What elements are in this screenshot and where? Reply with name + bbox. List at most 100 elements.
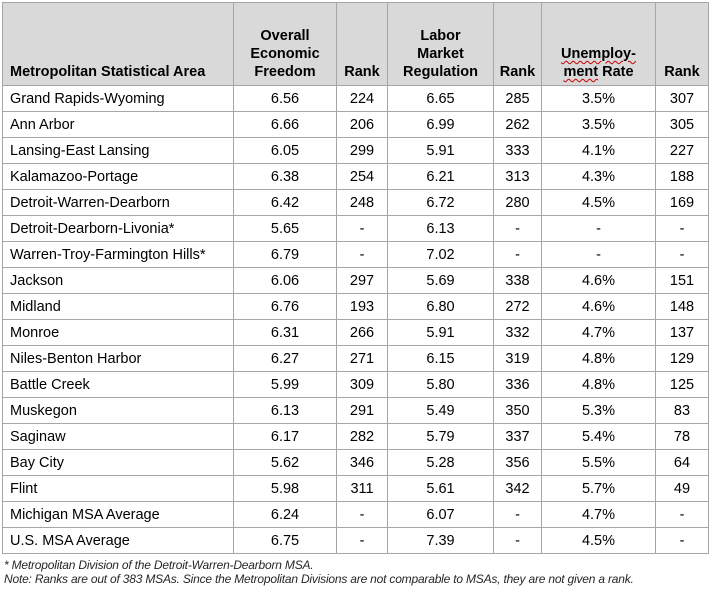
overall-economic-freedom-cell: 6.24 [233,501,337,528]
msa-name-cell: Michigan MSA Average [2,501,234,528]
table-row: Ann Arbor 6.66 206 6.99 262 3.5% 305 [2,111,709,138]
unemployment-rank-cell: 151 [655,267,709,294]
oef-rank-cell: 297 [336,267,388,294]
oef-rank-cell: 254 [336,163,388,190]
unemployment-rate-cell: 5.3% [541,397,656,424]
lmr-rank-cell: 342 [493,475,542,502]
msa-name-cell: U.S. MSA Average [2,527,234,554]
unemployment-rank-cell: 305 [655,111,709,138]
lmr-rank-cell: 285 [493,85,542,112]
header-row: Metropolitan Statistical Area Overall Ec… [2,2,709,86]
lmr-rank-cell: 332 [493,319,542,346]
overall-economic-freedom-cell: 6.56 [233,85,337,112]
lmr-rank-cell: - [493,241,542,268]
lmr-rank-cell: 262 [493,111,542,138]
labor-market-regulation-cell: 7.02 [387,241,494,268]
labor-market-regulation-cell: 6.21 [387,163,494,190]
table-row: Midland 6.76 193 6.80 272 4.6% 148 [2,293,709,320]
unemployment-rank-cell: 188 [655,163,709,190]
msa-name-cell: Jackson [2,267,234,294]
table-row: Detroit-Warren-Dearborn 6.42 248 6.72 280 4.5… [2,189,709,216]
labor-market-regulation-cell: 5.28 [387,449,494,476]
unemployment-rank-cell: 129 [655,345,709,372]
oef-rank-cell: 311 [336,475,388,502]
overall-economic-freedom-cell: 6.38 [233,163,337,190]
overall-economic-freedom-cell: 6.75 [233,527,337,554]
msa-name-cell: Kalamazoo-Portage [2,163,234,190]
msa-name-cell: Warren-Troy-Farmington Hills* [2,241,234,268]
oef-rank-cell: 224 [336,85,388,112]
labor-market-regulation-cell: 6.07 [387,501,494,528]
labor-market-regulation-cell: 5.91 [387,319,494,346]
lmr-rank-cell: 313 [493,163,542,190]
table-row: Monroe 6.31 266 5.91 332 4.7% 137 [2,319,709,346]
overall-economic-freedom-cell: 6.17 [233,423,337,450]
lmr-rank-cell: - [493,501,542,528]
oef-rank-cell: 193 [336,293,388,320]
table-row: Warren-Troy-Farmington Hills* 6.79-7.02- -… [2,241,709,268]
table-body: Grand Rapids-Wyoming 6.56 224 6.65 285 3.5% 30… [2,85,709,554]
oef-rank-cell: 291 [336,397,388,424]
labor-market-regulation-cell: 5.69 [387,267,494,294]
oef-rank-cell: 266 [336,319,388,346]
overall-economic-freedom-cell: 5.98 [233,475,337,502]
overall-economic-freedom-cell: 5.65 [233,215,337,242]
lmr-rank-cell: 337 [493,423,542,450]
lmr-rank-cell: 333 [493,137,542,164]
msa-name-cell: Battle Creek [2,371,234,398]
unemployment-rank-cell: 83 [655,397,709,424]
msa-name-cell: Grand Rapids-Wyoming [2,85,234,112]
footnote-asterisk: * Metropolitan Division of the Detroit-W… [4,558,314,572]
table-row: Flint 5.98 311 5.61 342 5.7% 49 [2,475,709,502]
table-row: Michigan MSA Average 6.24-6.07-4.7% - [2,501,709,528]
unemployment-rate-cell: 4.5% [541,527,656,554]
msa-name-cell: Lansing-East Lansing [2,137,234,164]
unemployment-rank-cell: - [655,215,709,242]
lmr-rank-cell: 350 [493,397,542,424]
table-row: Jackson 6.06 297 5.69 338 4.6% 151 [2,267,709,294]
oef-rank-cell: 309 [336,371,388,398]
footnote-rank-note: Note: Ranks are out of 383 MSAs. Since t… [4,572,634,587]
unemployment-rate-cell: 5.5% [541,449,656,476]
unemployment-rank-cell: 78 [655,423,709,450]
unemployment-rate-cell: 4.8% [541,345,656,372]
msa-name-cell: Midland [2,293,234,320]
table-header: Metropolitan Statistical Area Overall Ec… [2,2,709,86]
unemployment-rank-cell: 137 [655,319,709,346]
unemployment-rate-cell: 4.7% [541,501,656,528]
labor-market-regulation-cell: 5.91 [387,137,494,164]
unemployment-rate-cell: 3.5% [541,85,656,112]
oef-rank-cell: - [336,501,388,528]
header-labor-market-regulation: Labor Market Regulation [387,2,494,86]
msa-name-cell: Bay City [2,449,234,476]
labor-market-regulation-cell: 5.79 [387,423,494,450]
header-rank-3: Rank [655,2,709,86]
table-row: Lansing-East Lansing 6.05 299 5.91 333 4.1% 22… [2,137,709,164]
oef-rank-cell: - [336,527,388,554]
unemployment-rate-cell: 5.4% [541,423,656,450]
oef-rank-cell: - [336,241,388,268]
header-overall-economic-freedom: Overall Economic Freedom [233,2,337,86]
unemployment-rate-cell: 4.3% [541,163,656,190]
oef-rank-cell: 271 [336,345,388,372]
oef-rank-cell: 299 [336,137,388,164]
unemployment-line1: Unemploy- [561,45,636,62]
msa-name-cell: Saginaw [2,423,234,450]
unemployment-rank-cell: 125 [655,371,709,398]
overall-economic-freedom-cell: 6.05 [233,137,337,164]
lmr-rank-cell: 336 [493,371,542,398]
unemployment-rank-cell: 169 [655,189,709,216]
unemployment-rank-cell: 49 [655,475,709,502]
overall-economic-freedom-cell: 6.79 [233,241,337,268]
overall-economic-freedom-cell: 6.76 [233,293,337,320]
overall-economic-freedom-cell: 6.13 [233,397,337,424]
labor-market-regulation-cell: 5.49 [387,397,494,424]
unemployment-rank-cell: - [655,501,709,528]
labor-market-regulation-cell: 6.72 [387,189,494,216]
oef-rank-cell: 282 [336,423,388,450]
msa-name-cell: Ann Arbor [2,111,234,138]
unemployment-rank-cell: - [655,527,709,554]
unemployment-line2-word: ment [563,63,599,80]
overall-economic-freedom-cell: 5.62 [233,449,337,476]
